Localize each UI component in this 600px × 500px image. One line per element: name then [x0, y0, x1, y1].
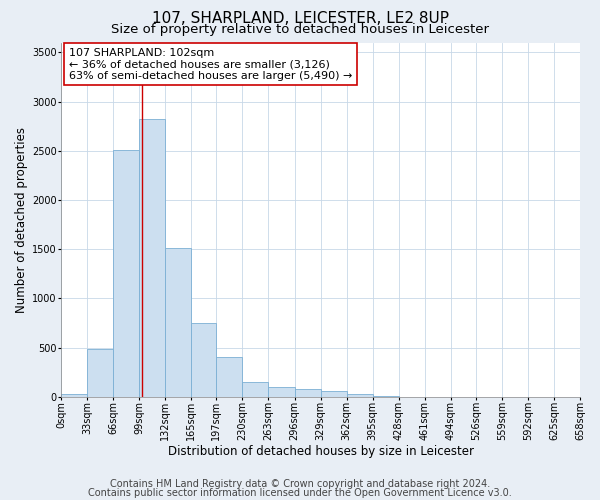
Bar	[113, 150, 139, 397]
Text: Contains HM Land Registry data © Crown copyright and database right 2024.: Contains HM Land Registry data © Crown c…	[110, 479, 490, 489]
X-axis label: Distribution of detached houses by size in Leicester: Distribution of detached houses by size …	[167, 444, 473, 458]
Text: 107 SHARPLAND: 102sqm
← 36% of detached houses are smaller (3,126)
63% of semi-d: 107 SHARPLAND: 102sqm ← 36% of detached …	[69, 48, 352, 81]
Text: 107, SHARPLAND, LEICESTER, LE2 8UP: 107, SHARPLAND, LEICESTER, LE2 8UP	[151, 11, 449, 26]
Text: Contains public sector information licensed under the Open Government Licence v3: Contains public sector information licen…	[88, 488, 512, 498]
Bar	[347, 394, 373, 397]
Bar	[191, 323, 217, 397]
Text: Size of property relative to detached houses in Leicester: Size of property relative to detached ho…	[111, 22, 489, 36]
Bar	[61, 394, 87, 397]
Bar	[320, 391, 347, 397]
Y-axis label: Number of detached properties: Number of detached properties	[15, 126, 28, 312]
Bar	[268, 387, 295, 397]
Bar	[242, 382, 268, 397]
Bar	[139, 120, 165, 397]
Bar	[217, 358, 242, 397]
Bar	[295, 390, 320, 397]
Bar	[165, 248, 191, 397]
Bar	[87, 348, 113, 397]
